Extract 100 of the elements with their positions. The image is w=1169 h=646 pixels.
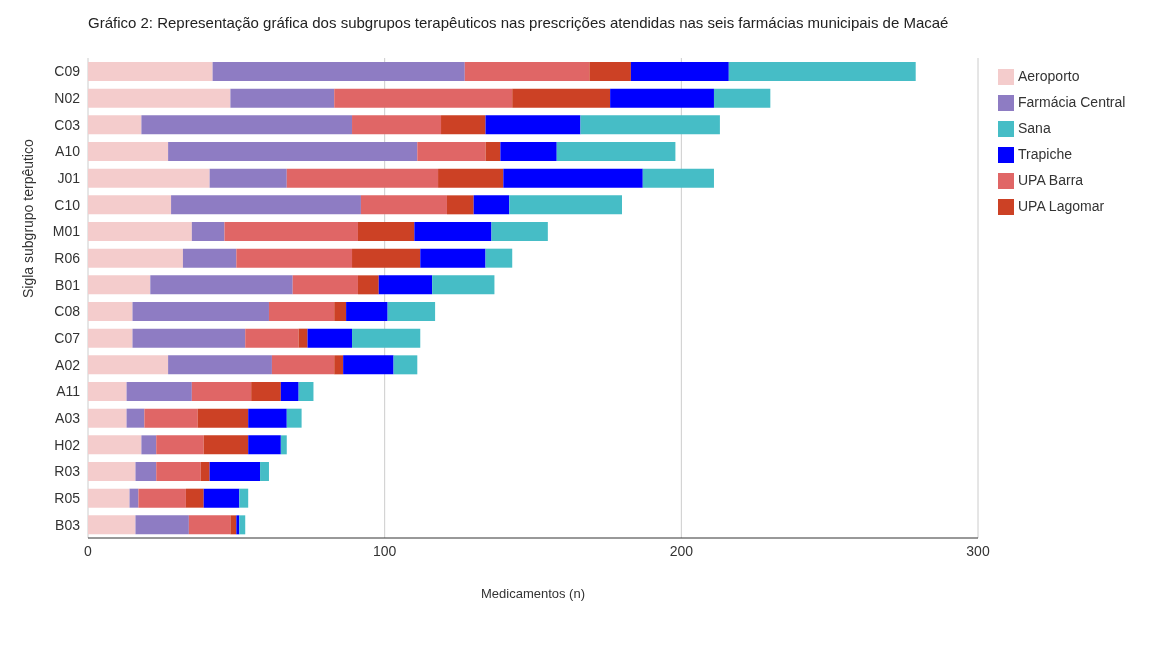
bar: [298, 328, 308, 348]
bar: [417, 142, 486, 161]
bar: [126, 408, 145, 428]
y-tick-label: M01: [52, 223, 81, 240]
bar: [414, 222, 492, 241]
y-tick-label: R03: [54, 463, 81, 480]
bar: [441, 115, 486, 135]
bar: [239, 515, 246, 535]
bar: [432, 275, 495, 295]
bar: [141, 115, 353, 135]
x-tick-label: 0: [84, 542, 93, 559]
bar: [248, 435, 281, 455]
legend-label: Aeroporto: [1018, 68, 1080, 84]
bar: [88, 408, 127, 428]
bar: [135, 515, 189, 535]
bar: [209, 168, 287, 188]
bar: [360, 195, 447, 215]
bar: [156, 435, 204, 455]
bar: [88, 168, 210, 188]
bar: [126, 382, 192, 401]
y-tick-label: R05: [54, 489, 81, 506]
bar: [352, 328, 421, 348]
bar: [88, 382, 127, 401]
bar: [512, 88, 611, 108]
bar: [352, 248, 421, 268]
bar: [88, 275, 151, 295]
bar: [224, 222, 358, 241]
bar: [334, 355, 344, 375]
legend-label: Trapiche: [1018, 146, 1072, 162]
bar: [485, 142, 501, 161]
bar: [464, 62, 590, 81]
y-tick-label: A10: [55, 143, 81, 160]
x-axis-title: Medicamentos (n): [480, 586, 586, 601]
y-tick-label: J01: [57, 169, 81, 186]
bar: [438, 168, 504, 188]
bar: [357, 222, 415, 241]
bar: [307, 328, 353, 348]
bar: [236, 515, 240, 535]
bar: [88, 515, 136, 535]
bar: [203, 435, 249, 455]
bar: [88, 248, 183, 268]
bar: [144, 408, 198, 428]
y-tick-label: C07: [54, 329, 81, 346]
bar: [503, 168, 643, 188]
y-tick-label: H02: [54, 436, 81, 453]
x-tick-label: 200: [669, 542, 694, 559]
bar: [357, 275, 379, 295]
bar: [150, 275, 293, 295]
y-tick-label: N02: [54, 89, 81, 106]
bar: [485, 115, 581, 135]
legend-label: Farmácia Central: [1018, 94, 1126, 110]
bar: [88, 195, 172, 215]
bar: [129, 488, 139, 508]
bar: [88, 435, 142, 455]
bar: [420, 248, 486, 268]
bar: [248, 408, 287, 428]
bar: [271, 355, 335, 375]
bar: [168, 142, 418, 161]
bar: [473, 195, 510, 215]
legend-label: Sana: [1018, 120, 1051, 136]
bar: [286, 168, 439, 188]
bar: [138, 488, 186, 508]
bar: [188, 515, 231, 535]
bar: [185, 488, 204, 508]
bar: [352, 115, 442, 135]
bar: [292, 275, 358, 295]
bar: [642, 168, 714, 188]
bar: [728, 62, 916, 81]
bar: [168, 355, 272, 375]
legend-label: UPA Lagomar: [1018, 198, 1105, 214]
bar: [485, 248, 513, 268]
bar: [182, 248, 237, 268]
bar: [580, 115, 720, 135]
bar: [343, 355, 394, 375]
bar: [200, 462, 210, 481]
bar: [171, 195, 361, 215]
bar: [334, 302, 347, 321]
bar: [191, 382, 252, 401]
y-tick-label: A11: [56, 383, 81, 400]
bar: [334, 88, 513, 108]
y-tick-label: C10: [54, 196, 81, 213]
bar: [268, 302, 335, 321]
bar: [88, 328, 133, 348]
bar: [88, 222, 192, 241]
bar: [589, 62, 631, 81]
bar: [378, 275, 433, 295]
bar: [245, 328, 299, 348]
chart-title: Gráfico 2: Representação gráfica dos subgrupos terapêuticos nas prescrições atendidas nas seis farmácias municipais de Macaé: [88, 14, 949, 31]
bar: [239, 488, 249, 508]
y-tick-label: C09: [54, 63, 81, 80]
bar: [500, 142, 557, 161]
bar: [630, 62, 729, 81]
bar: [88, 462, 136, 481]
bar: [260, 462, 269, 481]
y-tick-label: C08: [54, 303, 81, 320]
bar: [88, 115, 142, 135]
bar: [212, 62, 465, 81]
bar: [132, 302, 269, 321]
bar: [88, 142, 169, 161]
y-tick-label: C03: [54, 116, 81, 133]
